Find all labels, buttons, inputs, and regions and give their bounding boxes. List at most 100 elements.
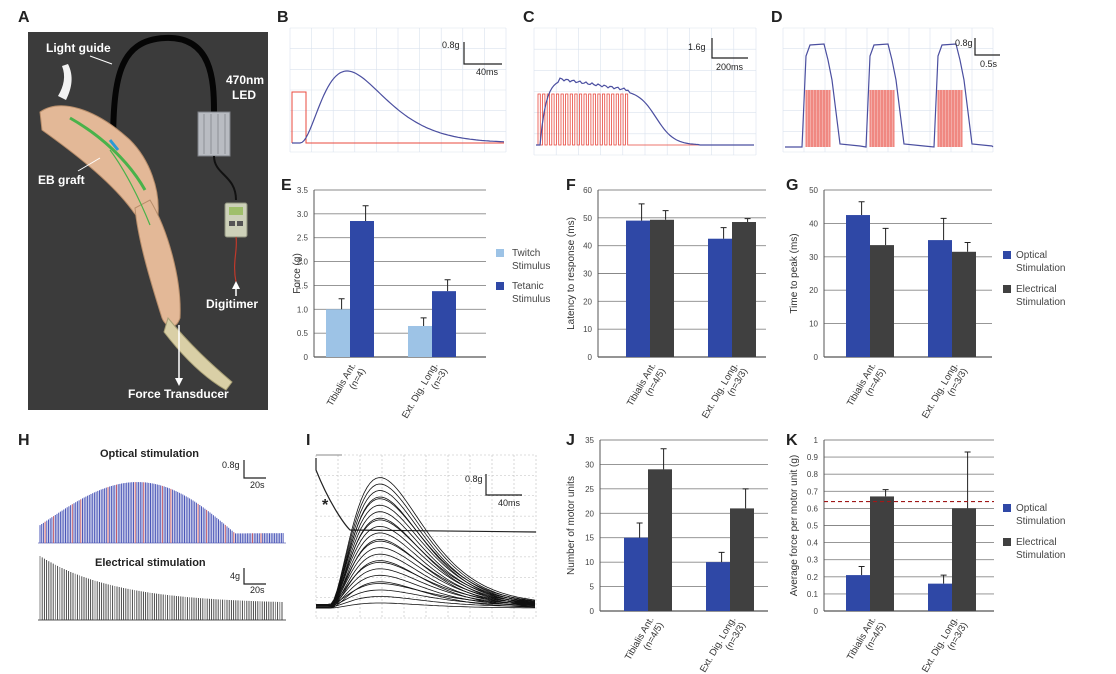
error-bar-g-s0-c0 — [858, 201, 865, 216]
error-bar-k-s1-c0 — [882, 489, 889, 497]
y-tick-g-2: 20 — [809, 286, 818, 295]
motor-unit-trace-13 — [316, 532, 536, 608]
digitimer-lead — [233, 236, 238, 283]
legend-k: Optical Stimulation Electrical Stimulati… — [1003, 503, 1065, 561]
panel-letter-e: E — [281, 177, 292, 194]
panel-letter-a: A — [18, 9, 30, 26]
y-tick-k-4: 0.4 — [807, 539, 819, 548]
error-bar-f-s0-c1 — [720, 227, 727, 239]
y-axis-label-k: Average force per motor unit (g) — [789, 455, 800, 597]
bar-e-s0-c0 — [326, 309, 350, 357]
bar-g-s0-c1 — [928, 240, 952, 357]
panel-letter-d: D — [771, 9, 783, 26]
y-tick-g-5: 50 — [809, 186, 818, 195]
scalebar-c — [711, 38, 748, 59]
error-bar-e-s0-c1 — [420, 317, 427, 326]
scalebar-d — [974, 38, 1000, 56]
y-tick-k-1: 0.1 — [807, 590, 819, 599]
force-trace-d — [785, 43, 994, 148]
stimulus-trace-c — [536, 93, 754, 146]
force-trace-b — [292, 70, 505, 144]
legend-label-tetanic-2: Stimulus — [512, 294, 550, 305]
bar-f-s0-c0 — [626, 220, 650, 357]
error-bar-g-s0-c1 — [940, 217, 947, 241]
legend-swatch-twitch — [496, 249, 504, 257]
panel-letter-b: B — [277, 9, 289, 26]
digitimer-icon — [224, 202, 248, 238]
bar-chart-e: 0 0.5 1.0 1.5 2.0 2.5 3.0 3.5 Force (g) Tibialis … — [292, 186, 486, 426]
led-label-line1: 470nm — [226, 73, 264, 87]
error-bar-e-s1-c0 — [362, 205, 369, 222]
error-bar-f-s1-c0 — [662, 210, 669, 220]
panel-i: 0.8g 40ms * — [315, 454, 537, 619]
category-label-e-1: Ext. Dig. Long.(n=3) — [400, 361, 450, 426]
bar-e-s0-c1 — [408, 325, 432, 357]
eb-graft-label: EB graft — [38, 173, 85, 187]
stimulus-trace-b — [291, 91, 504, 144]
error-bar-f-s1-c1 — [744, 218, 751, 223]
bar-k-s1-c0 — [870, 496, 894, 611]
legend-label-electrical-k-1: Electrical — [1016, 537, 1057, 548]
category-label-k-1: Ext. Dig. Long.(n=3/3) — [920, 615, 970, 674]
legend-swatch-tetanic — [496, 282, 504, 290]
legend-label-tetanic-1: Tetanic — [512, 281, 544, 292]
panel-letters: A B C D E F G H I J K — [18, 9, 798, 449]
bar-f-s1-c1 — [732, 222, 756, 357]
trace-grid-c — [533, 27, 757, 156]
legend-label-twitch-2: Stimulus — [512, 261, 550, 272]
y-tick-f-6: 60 — [583, 186, 592, 195]
eb-graft-pointer — [77, 157, 101, 172]
panel-a-schematic: Light guide 470nm LED EB graft Digitimer… — [28, 32, 268, 410]
legend-swatch-electrical-k — [1003, 538, 1011, 546]
force-trace-c — [536, 77, 754, 146]
scalebar-h-electrical-force: 4g — [230, 571, 240, 581]
motor-unit-trace-8 — [316, 560, 536, 609]
electrical-trace-h — [38, 556, 286, 621]
motor-unit-trace-1 — [316, 596, 535, 608]
bar-chart-f: 0 10 20 30 40 50 60 Latency to response (ms) Tib… — [566, 186, 766, 420]
bar-f-s0-c1 — [708, 238, 732, 357]
y-tick-k-6: 0.6 — [807, 504, 819, 513]
legend-swatch-electrical-g — [1003, 285, 1011, 293]
legend-label-electrical-g-2: Stimulation — [1016, 297, 1065, 308]
legend-label-optical-g-1: Optical — [1016, 250, 1047, 261]
stimulus-artifact-i — [315, 458, 537, 533]
error-bar-g-s1-c0 — [882, 227, 889, 246]
scalebar-i-time: 40ms — [498, 498, 521, 508]
scalebar-b-force: 0.8g — [442, 40, 460, 50]
y-tick-e-6: 3.0 — [297, 210, 309, 219]
y-tick-k-5: 0.5 — [807, 522, 819, 531]
error-bar-k-s0-c0 — [858, 566, 865, 576]
error-bar-j-s0-c1 — [718, 551, 725, 563]
panel-letter-f: F — [566, 177, 576, 194]
panel-letter-h: H — [18, 432, 30, 449]
legend-swatch-optical-g — [1003, 251, 1011, 259]
error-bar-j-s1-c1 — [742, 488, 749, 509]
y-tick-k-3: 0.3 — [807, 556, 819, 565]
motor-unit-trace-21 — [316, 490, 536, 608]
y-tick-g-0: 0 — [814, 353, 819, 362]
panel-letter-i: I — [306, 432, 310, 449]
motor-unit-trace-16 — [316, 517, 536, 609]
bar-f-s1-c0 — [650, 219, 674, 357]
category-label-j-0: Tibialis Ant.(n=4/5) — [623, 615, 666, 668]
motor-unit-trace-12 — [316, 538, 536, 609]
bar-j-s0-c1 — [706, 562, 730, 611]
led-cable — [213, 155, 237, 201]
y-tick-e-4: 2.0 — [297, 258, 309, 267]
motor-unit-trace-2 — [316, 589, 536, 606]
y-tick-j-4: 20 — [585, 509, 594, 518]
category-name-e-1: Ext. Dig. Long. — [400, 361, 441, 420]
y-tick-e-5: 2.5 — [297, 234, 309, 243]
force-transducer-arrow — [175, 378, 183, 386]
y-tick-e-0: 0 — [304, 353, 309, 362]
error-bar-e-s1-c1 — [444, 279, 451, 292]
y-tick-j-3: 15 — [585, 534, 594, 543]
panel-letter-c: C — [523, 9, 535, 26]
scalebar-h-optical — [243, 460, 266, 479]
y-tick-k-2: 0.2 — [807, 573, 819, 582]
legend-label-electrical-k-2: Stimulation — [1016, 550, 1065, 561]
scalebar-b-time: 40ms — [476, 67, 499, 77]
y-tick-f-1: 10 — [583, 325, 592, 334]
y-axis-label-e: Force (g) — [292, 253, 303, 294]
